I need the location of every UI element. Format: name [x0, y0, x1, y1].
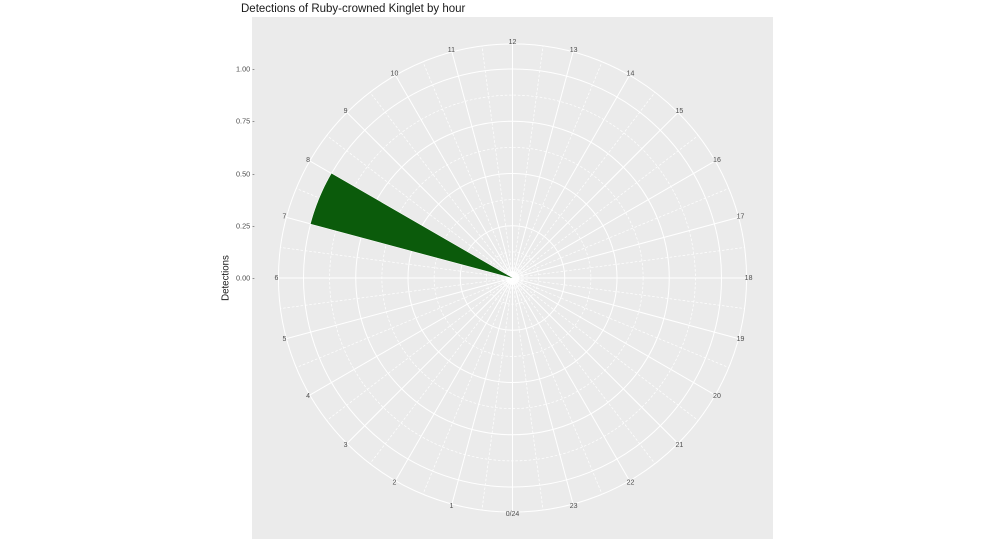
- svg-text:23: 23: [570, 503, 578, 510]
- svg-text:5: 5: [283, 336, 287, 343]
- svg-text:6: 6: [274, 275, 278, 282]
- svg-text:13: 13: [570, 47, 578, 54]
- svg-text:21: 21: [676, 442, 684, 449]
- svg-text:1: 1: [449, 503, 453, 510]
- svg-text:4: 4: [306, 393, 310, 400]
- svg-text:16: 16: [713, 157, 721, 164]
- svg-text:2: 2: [393, 479, 397, 486]
- svg-text:22: 22: [627, 479, 635, 486]
- svg-text:8: 8: [306, 157, 310, 164]
- svg-text:20: 20: [713, 393, 721, 400]
- svg-text:3: 3: [344, 442, 348, 449]
- svg-text:18: 18: [745, 275, 753, 282]
- svg-text:15: 15: [676, 108, 684, 115]
- svg-text:14: 14: [627, 70, 635, 77]
- svg-text:11: 11: [448, 47, 455, 54]
- svg-text:0/24: 0/24: [506, 511, 520, 518]
- svg-text:10: 10: [391, 70, 399, 77]
- svg-text:9: 9: [344, 108, 348, 115]
- svg-text:19: 19: [737, 336, 745, 343]
- svg-text:7: 7: [283, 214, 287, 221]
- svg-text:12: 12: [509, 39, 517, 46]
- svg-text:17: 17: [737, 214, 745, 221]
